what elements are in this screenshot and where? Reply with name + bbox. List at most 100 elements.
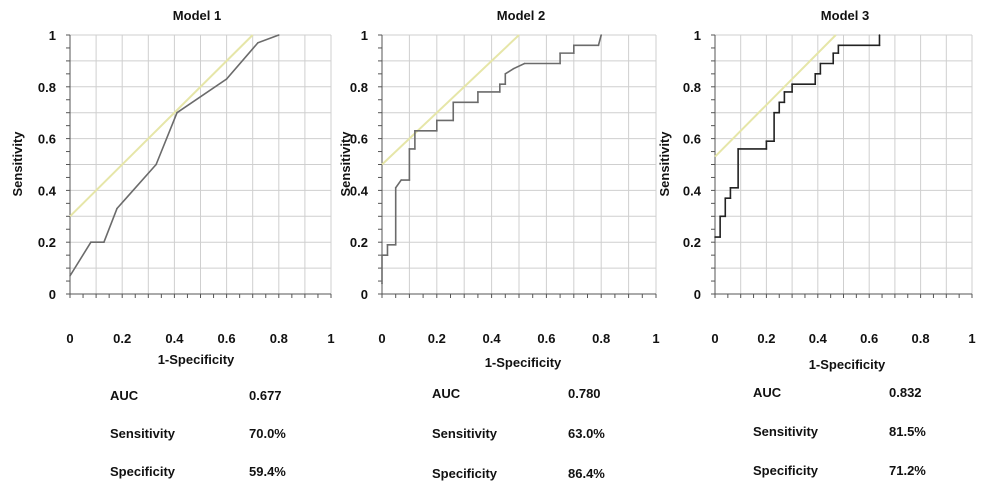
roc-point xyxy=(837,44,840,47)
roc-point xyxy=(504,73,507,75)
roc-point xyxy=(394,243,397,246)
roc-point xyxy=(155,163,157,166)
stat-value: 0.780 xyxy=(568,386,601,401)
y-tick-label: 0 xyxy=(694,287,701,302)
x-tick-label: 0.4 xyxy=(165,331,184,346)
roc-point xyxy=(878,44,881,47)
grid xyxy=(715,34,973,294)
x-tick-label: 0 xyxy=(378,331,385,346)
x-tick-label: 1 xyxy=(327,331,334,346)
roc-point xyxy=(600,34,602,36)
roc-point xyxy=(719,215,721,218)
roc-point xyxy=(714,236,716,238)
roc-point xyxy=(729,187,732,189)
roc-point xyxy=(477,101,479,104)
roc-point xyxy=(765,148,768,150)
y-tick-label: 1 xyxy=(49,28,56,43)
x-tick-label: 0.8 xyxy=(270,331,288,346)
roc-point xyxy=(386,254,389,256)
roc-point xyxy=(878,34,881,36)
roc-point xyxy=(724,197,727,199)
x-axis-label: 1-Specificity xyxy=(485,355,562,370)
roc-point xyxy=(773,111,775,114)
x-tick-label: 0.2 xyxy=(113,331,131,346)
x-tick-label: 0.2 xyxy=(757,331,775,346)
roc-point xyxy=(778,101,781,104)
stat-value: 59.4% xyxy=(249,464,286,479)
reference-line xyxy=(714,34,837,158)
y-axis-label: Sensitivity xyxy=(657,131,672,197)
stat-label: Sensitivity xyxy=(753,424,819,439)
stat-value: 0.832 xyxy=(889,385,922,400)
roc-point xyxy=(436,119,438,122)
roc-chart-model-3: Model 3 1-Specificity Sensitivity 0 0.2 0.… xyxy=(657,8,976,372)
y-axis-label: Sensitivity xyxy=(10,131,25,197)
x-tick-label: 0.4 xyxy=(483,331,502,346)
roc-point xyxy=(278,34,280,36)
roc-point xyxy=(381,254,383,256)
stat-label: AUC xyxy=(110,388,139,403)
stat-label: AUC xyxy=(753,385,782,400)
chart-title: Model 3 xyxy=(821,8,869,23)
roc-panel-model-3: Model 3 1-Specificity Sensitivity 0 0.2 0.… xyxy=(651,0,976,486)
x-tick-label: 0.8 xyxy=(592,331,610,346)
stat-value: 86.4% xyxy=(568,466,605,481)
x-tick-labels: 0 0.2 0.4 0.6 0.8 1 xyxy=(66,331,334,346)
roc-point xyxy=(452,101,455,104)
stat-label: Specificity xyxy=(110,464,176,479)
stat-value: 81.5% xyxy=(889,424,926,439)
grid xyxy=(70,34,332,294)
y-tick-labels: 0 0.2 0.4 0.6 0.8 1 xyxy=(683,28,702,302)
stat-label: Specificity xyxy=(753,463,819,478)
x-axis-label: 1-Specificity xyxy=(809,357,886,372)
grid xyxy=(382,34,657,294)
x-axis-label: 1-Specificity xyxy=(158,352,235,367)
y-tick-label: 1 xyxy=(361,28,368,43)
roc-point xyxy=(783,101,786,104)
roc-point xyxy=(225,78,228,80)
y-tick-label: 1 xyxy=(694,28,701,43)
y-tick-label: 0.8 xyxy=(683,80,701,95)
roc-point xyxy=(477,91,479,93)
stat-value: 70.0% xyxy=(249,426,286,441)
roc-point xyxy=(504,83,507,86)
roc-point xyxy=(499,91,501,93)
roc-point xyxy=(381,282,383,285)
x-tick-label: 0.6 xyxy=(218,331,236,346)
roc-point xyxy=(724,215,727,218)
roc-point xyxy=(783,91,786,93)
x-tick-labels: 0 0.2 0.4 0.6 0.8 1 xyxy=(378,331,659,346)
axes xyxy=(378,34,657,298)
x-tick-label: 0.6 xyxy=(537,331,555,346)
chart-title: Model 1 xyxy=(173,8,221,23)
axes xyxy=(711,34,973,298)
x-tick-label: 0 xyxy=(66,331,73,346)
roc-point xyxy=(597,44,600,47)
x-tick-label: 0.8 xyxy=(912,331,930,346)
roc-point xyxy=(791,91,793,93)
roc-point xyxy=(832,62,835,65)
roc-point xyxy=(559,52,561,54)
x-tick-label: 0.6 xyxy=(860,331,878,346)
stat-label: AUC xyxy=(432,386,461,401)
roc-panel-model-2: Model 2 1-Specificity Sensitivity 0 0.2 0.… xyxy=(330,0,660,486)
roc-point xyxy=(729,197,732,199)
roc-chart-model-1: Model 1 1-Specificity Sensitivity 0 0.2 0.… xyxy=(10,8,335,367)
roc-point xyxy=(791,83,793,86)
y-tick-label: 0.4 xyxy=(38,183,57,198)
roc-point xyxy=(257,41,259,44)
x-tick-labels: 0 0.2 0.4 0.6 0.8 1 xyxy=(711,331,975,346)
roc-point xyxy=(573,44,575,47)
y-tick-label: 0.6 xyxy=(350,132,368,147)
y-axis-label: Sensitivity xyxy=(338,131,353,197)
roc-point xyxy=(819,73,822,75)
x-tick-label: 0 xyxy=(711,331,718,346)
roc-panel-model-1: Model 1 1-Specificity Sensitivity 0 0.2 0.… xyxy=(0,0,335,486)
roc-point xyxy=(386,243,389,246)
y-tick-labels: 0 0.2 0.4 0.6 0.8 1 xyxy=(350,28,369,302)
roc-point xyxy=(394,187,397,189)
roc-curve-line xyxy=(715,35,881,238)
stat-label: Specificity xyxy=(432,466,498,481)
y-tick-label: 0.4 xyxy=(683,183,702,198)
x-tick-label: 0.4 xyxy=(809,331,828,346)
